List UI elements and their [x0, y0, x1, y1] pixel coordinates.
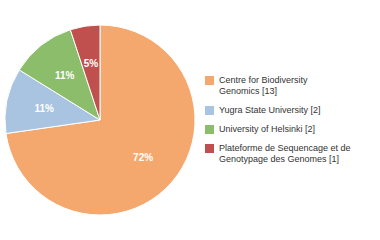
pie: 72% 11% 11% 5%	[5, 25, 195, 215]
legend-label: University of Helsinki [2]	[219, 124, 315, 134]
legend-item: University of Helsinki [2]	[205, 124, 315, 134]
legend-swatch	[205, 106, 214, 115]
data-label: 5%	[84, 58, 99, 69]
pie-slice	[70, 25, 100, 120]
legend-swatch	[205, 125, 214, 134]
legend-label: Yugra State University [2]	[219, 105, 321, 115]
data-label: 72%	[133, 152, 153, 163]
pie-slice	[6, 25, 195, 215]
legend-label: Plateforme de Sequencage et deGenotypage…	[219, 143, 351, 164]
legend-label: Centre for BiodiversityGenomics [13]	[219, 75, 308, 96]
data-label: 11%	[55, 70, 75, 81]
legend-swatch	[205, 144, 214, 153]
legend: Centre for BiodiversityGenomics [13] Yugr…	[205, 75, 351, 164]
legend-item: Centre for BiodiversityGenomics [13]	[205, 75, 308, 96]
data-label: 11%	[34, 103, 54, 114]
legend-swatch	[205, 76, 214, 85]
chart: 72% 11% 11% 5% Centre for BiodiversityGenomi…	[0, 0, 380, 240]
legend-item: Yugra State University [2]	[205, 105, 321, 115]
legend-item: Plateforme de Sequencage et deGenotypage…	[205, 143, 351, 164]
